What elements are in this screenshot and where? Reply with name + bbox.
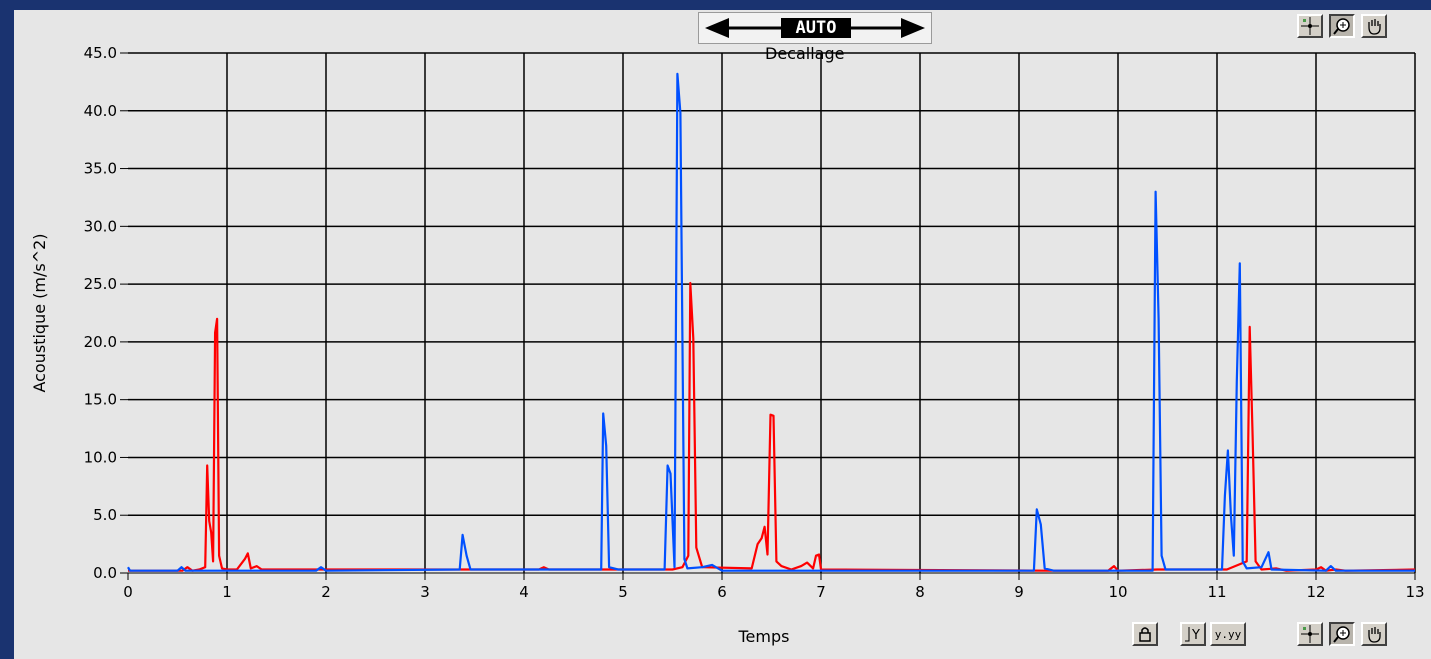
- x-tick-label: 11: [1207, 583, 1226, 601]
- x-tick-label: 0: [123, 583, 133, 601]
- x-tick-label: 8: [915, 583, 925, 601]
- waveform-chart: 0 1 2 3 4 5 6 7 8 9 10 11 12 130.05.010.015.020.025.0…: [30, 44, 1425, 646]
- y-tick-label: 20.0: [84, 333, 117, 351]
- offset-value: AUTO: [781, 18, 851, 38]
- y-tick-label: 10.0: [84, 448, 117, 466]
- autoscale-y-button[interactable]: Y: [1180, 622, 1206, 646]
- x-tick-label: 1: [222, 583, 232, 601]
- crosshair-icon: [1301, 17, 1319, 35]
- lock-icon: [1139, 627, 1151, 642]
- pan-tool-button-bottom[interactable]: [1361, 622, 1387, 646]
- svg-text:Y: Y: [1191, 628, 1200, 643]
- zoom-tool-button[interactable]: [1329, 14, 1355, 38]
- x-tick-label: 7: [816, 583, 826, 601]
- cursor-tool-button[interactable]: [1297, 14, 1323, 38]
- series-line-2: [127, 72, 1415, 572]
- autoscale-y-icon: Y: [1185, 627, 1200, 643]
- x-tick-label: 4: [519, 583, 529, 601]
- x-tick-label: 9: [1014, 583, 1024, 601]
- zoom-icon: [1333, 626, 1350, 643]
- offset-control[interactable]: AUTO: [698, 12, 932, 44]
- x-tick-label: 12: [1306, 583, 1325, 601]
- x-tick-label: 2: [321, 583, 331, 601]
- format-y-label: y.yy: [1214, 627, 1242, 641]
- y-tick-label: 45.0: [84, 44, 117, 62]
- series-line-1: [128, 281, 1416, 572]
- x-tick-label: 6: [717, 583, 727, 601]
- x-tick-label: 13: [1405, 583, 1424, 601]
- hand-icon: [1368, 627, 1381, 643]
- y-tick-label: 15.0: [84, 391, 117, 409]
- zoom-tool-button-bottom[interactable]: [1329, 622, 1355, 646]
- y-tick-label: 25.0: [84, 275, 117, 293]
- x-tick-label: 3: [420, 583, 430, 601]
- x-axis-title: Temps: [738, 627, 790, 646]
- lock-scale-button[interactable]: [1132, 622, 1158, 646]
- zoom-icon: [1333, 18, 1350, 35]
- grid-layer: [128, 52, 1416, 573]
- hand-icon: [1368, 19, 1381, 35]
- x-tick-label: 10: [1108, 583, 1127, 601]
- y-tick-label: 30.0: [84, 217, 117, 235]
- axis-layer: 0 1 2 3 4 5 6 7 8 9 10 11 12 130.05.010.015.020.025.0…: [84, 44, 1425, 601]
- y-tick-label: 35.0: [84, 160, 117, 178]
- offset-label: Decallage: [765, 44, 845, 63]
- y-tick-label: 40.0: [84, 102, 117, 120]
- cursor-tool-button-bottom[interactable]: [1297, 622, 1323, 646]
- x-tick-label: 5: [618, 583, 628, 601]
- y-tick-label: 0.0: [93, 564, 117, 582]
- crosshair-icon: [1301, 625, 1319, 643]
- pan-tool-button[interactable]: [1361, 14, 1387, 38]
- series-layer: [127, 72, 1416, 572]
- graph-panel: 0 1 2 3 4 5 6 7 8 9 10 11 12 13 0.0 5.0 10.0 15.0 20.0 25.0…: [14, 10, 1431, 659]
- format-y-button[interactable]: y.yy: [1210, 622, 1246, 646]
- y-axis-title: Acoustique (m/s^2): [30, 233, 49, 392]
- y-tick-label: 5.0: [93, 506, 117, 524]
